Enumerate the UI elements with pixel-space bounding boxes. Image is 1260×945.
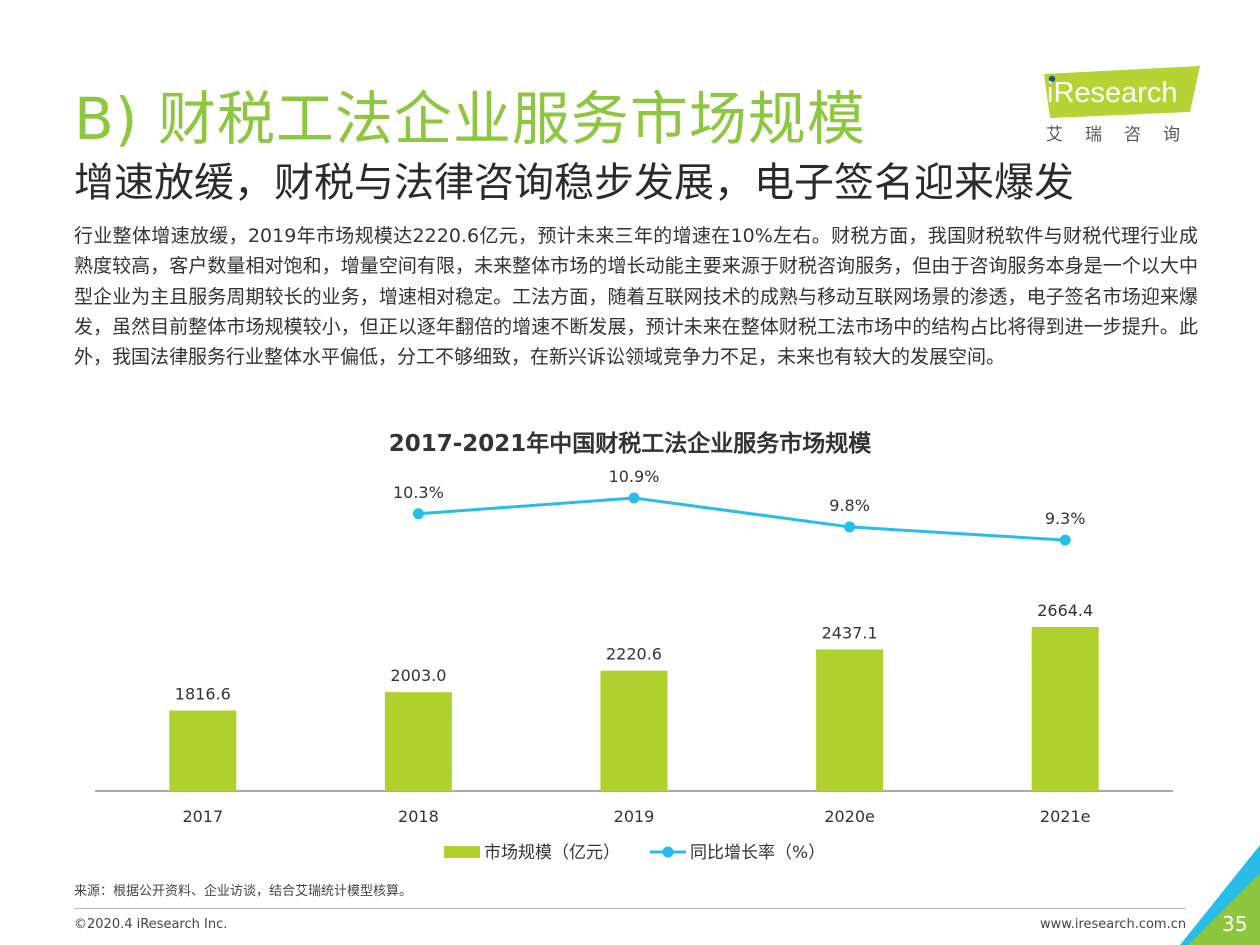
page-title: B) 财税工法企业服务市场规模 (74, 85, 866, 153)
bar (816, 649, 884, 791)
legend-line-label: 同比增长率（%） (690, 843, 825, 863)
source-note: 来源：根据公开资料、企业访谈，结合艾瑞统计模型核算。 (74, 884, 413, 899)
growth-rate-label: 10.3% (393, 483, 444, 502)
page-subtitle: 增速放缓，财税与法律咨询稳步发展，电子签名迎来爆发 (74, 160, 1074, 206)
bar-value-label: 2003.0 (390, 666, 446, 685)
bar-value-label: 1816.6 (175, 685, 231, 704)
growth-rate-label: 9.3% (1045, 509, 1086, 528)
logo-brand-text: iResearch (1047, 77, 1178, 109)
bar-value-label: 2664.4 (1037, 601, 1093, 620)
page-number: 35 (1222, 912, 1248, 936)
logo-char: 艾 (1046, 125, 1063, 145)
website-link[interactable]: www.iresearch.com.cn (1040, 917, 1187, 932)
logo-subtitle: 艾瑞咨询 (1046, 120, 1202, 145)
x-tick-label: 2020e (824, 807, 875, 826)
body-paragraph: 行业整体增速放缓，2019年市场规模达2220.6亿元，预计未来三年的增速在10… (74, 225, 1198, 369)
bar (600, 670, 668, 791)
copyright-text: ©2020.4 iResearch Inc. (74, 917, 228, 932)
x-tick-label: 2017 (182, 807, 223, 826)
legend-line-marker (662, 846, 674, 858)
growth-rate-point (412, 508, 424, 520)
bar (169, 710, 237, 791)
x-tick-label: 2021e (1040, 807, 1091, 826)
growth-rate-label: 9.8% (829, 496, 870, 515)
logo-banner: iResearch (1044, 66, 1200, 118)
growth-rate-point (628, 492, 640, 504)
footer-divider (74, 908, 1186, 909)
growth-rate-line (418, 496, 1066, 542)
growth-rate-point (1059, 534, 1071, 546)
corner-decoration (1180, 845, 1260, 945)
chart-title: 2017-2021年中国财税工法企业服务市场规模 (388, 431, 872, 457)
logo-char: 瑞 (1085, 125, 1102, 145)
bar (384, 692, 452, 791)
bar (1031, 627, 1099, 791)
x-tick-label: 2018 (398, 807, 439, 826)
logo-char: 询 (1163, 125, 1180, 145)
growth-rate-point (844, 521, 856, 533)
bar-value-label: 2437.1 (822, 623, 878, 642)
iresearch-logo: iResearch 艾 瑞 咨 询 (1040, 66, 1200, 146)
market-size-chart: 1816.6 2003.0 2220.6 2437.1 2664.4 2017 2018 20… (95, 467, 1173, 863)
bar-value-label: 2220.6 (606, 645, 662, 664)
legend-bar-swatch (444, 846, 480, 858)
logo-char: 咨 (1124, 125, 1141, 145)
x-tick-label: 2019 (614, 807, 655, 826)
growth-rate-label: 10.9% (609, 467, 660, 486)
legend-bar-label: 市场规模（亿元） (484, 843, 620, 863)
